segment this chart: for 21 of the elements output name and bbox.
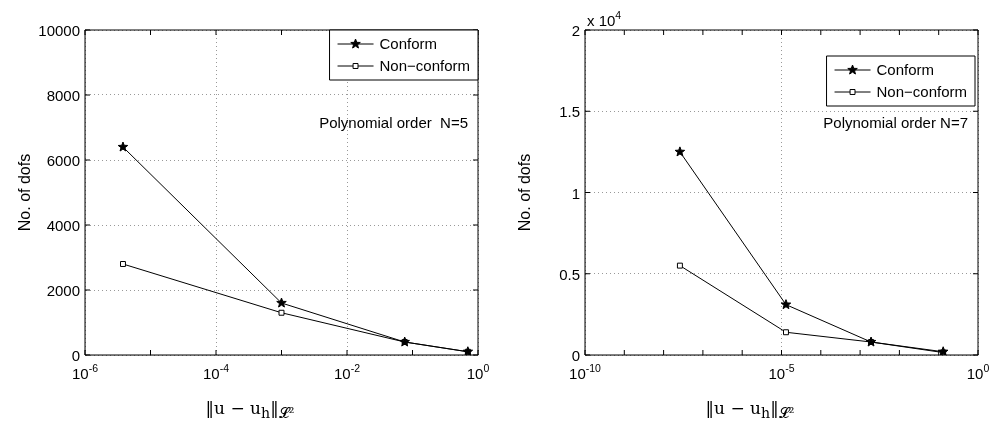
y-tick-label: 4000: [46, 217, 81, 234]
legend-label: Non−conform: [379, 57, 471, 74]
y-tick-label: 6000: [46, 152, 81, 169]
y-tick-label: 2: [571, 22, 580, 39]
x-axis-title: ‖u − u$_{h}$‖$_{𝓛²}$: [204, 398, 296, 423]
y-tick-label: 1: [571, 184, 580, 202]
y-axis-title: No. of dofs: [16, 153, 33, 232]
y-axis-title: No. of dofs: [516, 153, 533, 232]
y-tick-label: 0: [71, 347, 80, 364]
y-tick-label: 8000: [46, 87, 81, 104]
legend-label: Conform: [876, 61, 935, 78]
annotation: Polynomial order N=7: [823, 113, 968, 131]
x-axis-title: ‖u − u$_{h}$‖$_{𝓛²}$: [704, 398, 796, 423]
legend-label: Conform: [379, 35, 438, 52]
annotation: Polynomial order N=5: [319, 113, 469, 131]
y-tick-label: 0.5: [559, 265, 581, 283]
y-tick-label: 0: [571, 347, 580, 364]
legend-label: Non−conform: [876, 83, 968, 100]
y-tick-label: 2000: [46, 282, 81, 299]
y-tick-label: 10000: [38, 22, 81, 39]
y-tick-label: 1.5: [559, 103, 581, 121]
